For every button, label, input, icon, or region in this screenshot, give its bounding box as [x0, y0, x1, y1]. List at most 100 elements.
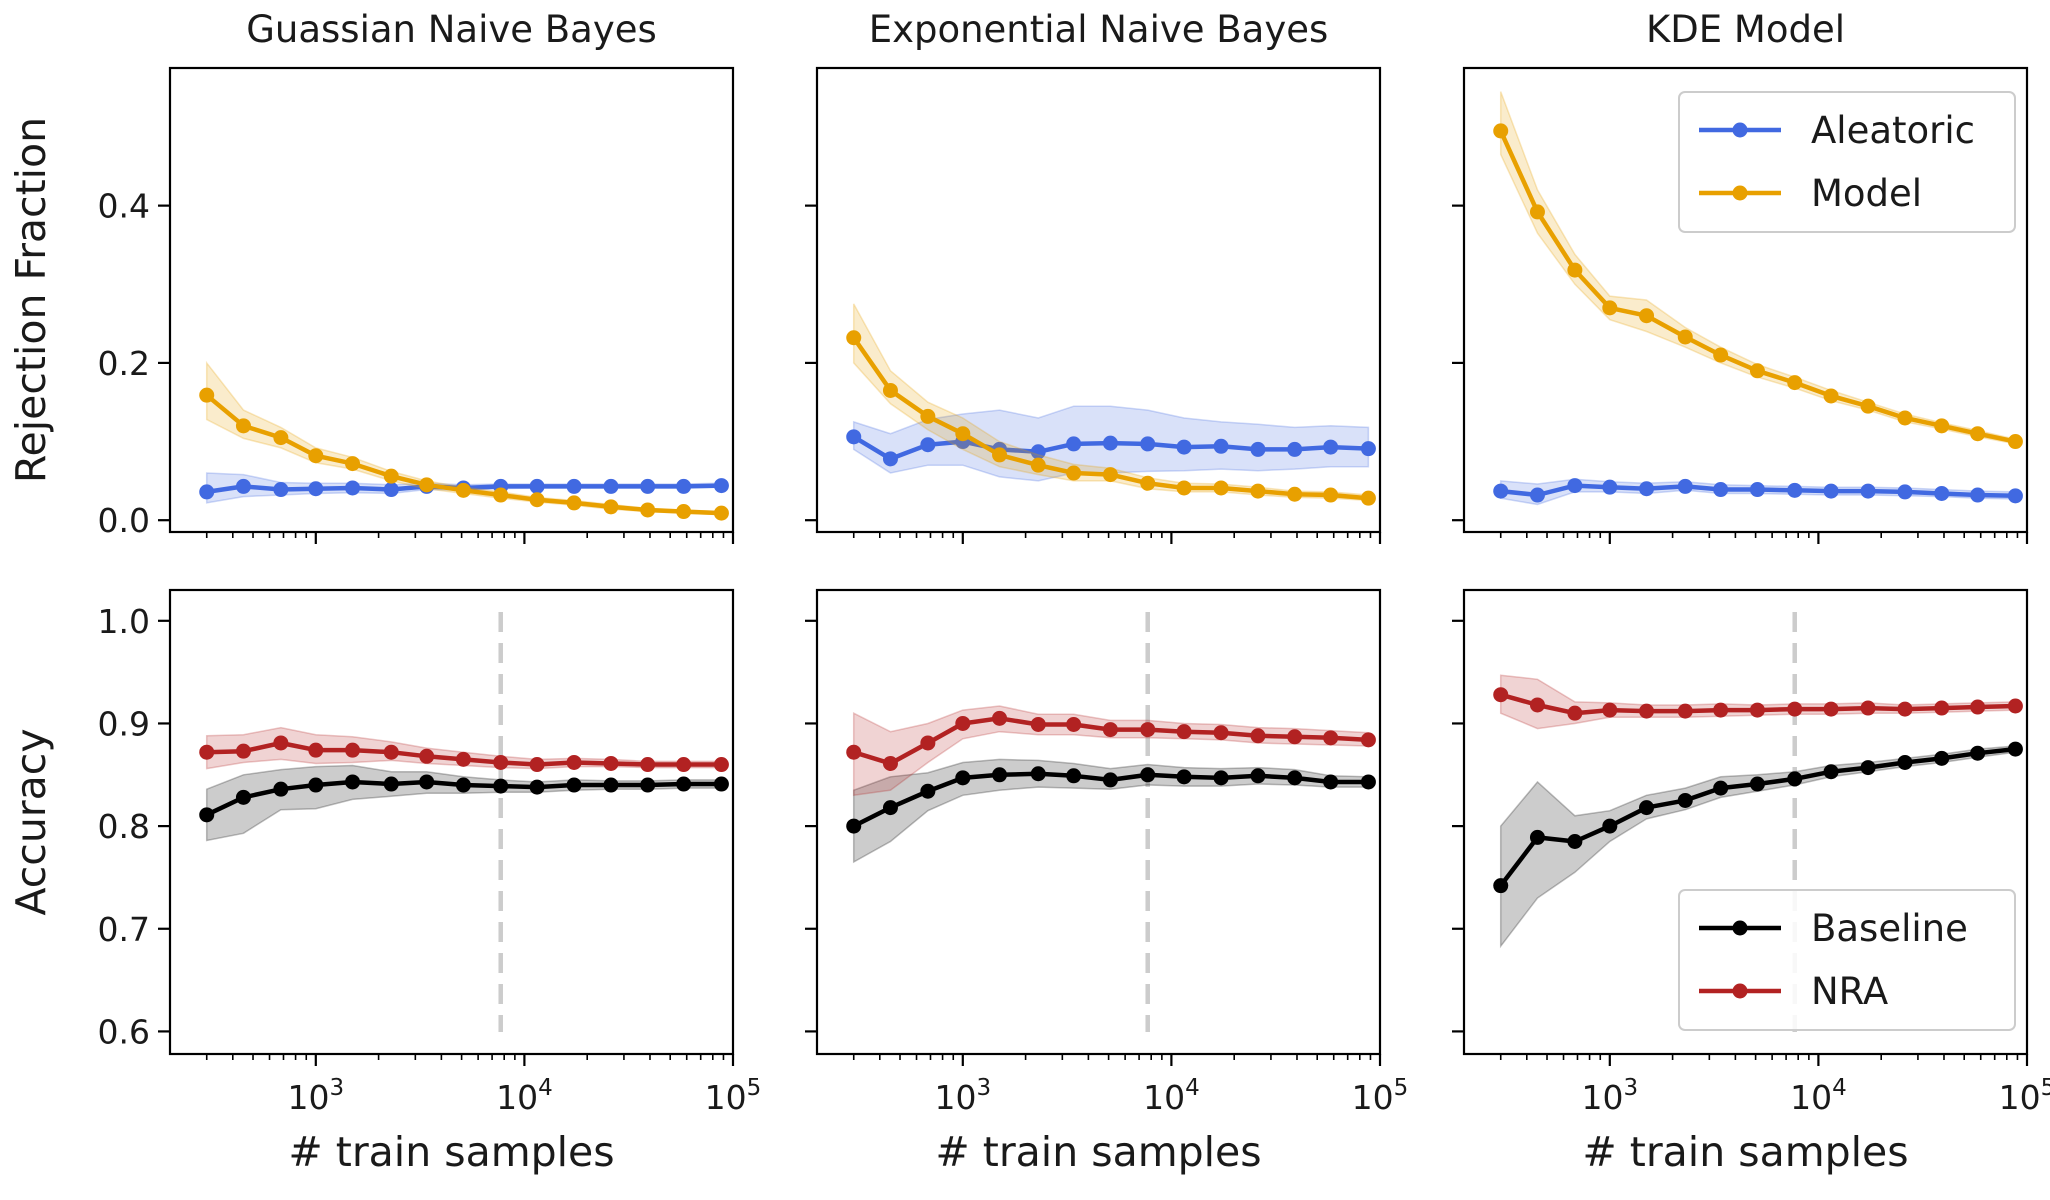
panel-1-accuracy-nra-point: [199, 744, 215, 760]
panel-2-rejection-model-point: [1066, 465, 1082, 481]
panel-1-rejection-ytick-label: 0.4: [98, 187, 150, 226]
panel-1-title: Guassian Naive Bayes: [246, 8, 657, 51]
panel-1-accuracy-baseline-point: [419, 774, 435, 790]
panel-3-accuracy-nra-point: [1860, 700, 1876, 716]
panel-2-rejection-axes: [805, 66, 1382, 544]
panel-2-accuracy-baseline-point: [955, 770, 971, 786]
panel-1-accuracy-xtick-label: 104: [496, 1075, 553, 1117]
panel-1-accuracy-nra-point: [493, 754, 509, 770]
panel-3-accuracy-baseline-point: [1567, 834, 1583, 850]
panel-1-rejection-model-point: [640, 502, 656, 518]
panel-1-accuracy-plot-area: [199, 612, 729, 1032]
panel-3-accuracy-baseline-point: [1934, 750, 1950, 766]
panel-1-accuracy-nra-point: [566, 754, 582, 770]
panel-2-accuracy-nra-point: [955, 715, 971, 731]
panel-2-rejection-model-point: [1287, 486, 1303, 502]
panel-1-rejection-aleatoric-point: [235, 478, 251, 494]
panel-1-accuracy-baseline-point: [713, 776, 729, 792]
panel-2-accuracy-axes: 103 104 105 # train samples: [805, 588, 1409, 1176]
panel-1-accuracy-xtick-label: 103: [287, 1075, 344, 1117]
panel-2-rejection-model-point: [1176, 480, 1192, 496]
panel-2-accuracy-baseline-point: [992, 767, 1008, 783]
legend-aleatoric-marker: [1732, 122, 1748, 138]
panel-1-rejection-model-point: [529, 492, 545, 508]
panel-2-accuracy-plot-area: [846, 612, 1376, 1032]
panel-2-rejection-model-point: [1140, 475, 1156, 491]
panel-2-accuracy-xtick-label: 104: [1143, 1075, 1200, 1117]
panel-3-accuracy-baseline-point: [1713, 780, 1729, 796]
panel-3-rejection-aleatoric-point: [1823, 483, 1839, 499]
panel-3-accuracy-baseline-point: [1860, 760, 1876, 776]
panel-2-rejection-aleatoric-point: [1140, 436, 1156, 452]
panel-3-accuracy-plot-area: [1493, 612, 2023, 1032]
panel-2-rejection-aleatoric-point: [1102, 435, 1118, 451]
panel-3-accuracy-baseline-point: [1823, 764, 1839, 780]
panel-1-rejection-aleatoric-point: [199, 484, 215, 500]
panel-3-accuracy-nra-point: [1713, 702, 1729, 718]
panel-3-accuracy-axes: 103 104 105 # train samples Baseline NRA: [1452, 588, 2050, 1176]
panel-1-accuracy-baseline-point: [383, 776, 399, 792]
panel-2-accuracy-nra-point: [1102, 722, 1118, 738]
panel-3-rejection-axes: Aleatoric Model: [1452, 66, 2029, 544]
panel-3-rejection-model-point: [1860, 398, 1876, 414]
panel-3-rejection-aleatoric-point: [1860, 483, 1876, 499]
legend-box: [1678, 889, 2016, 1031]
panel-2-accuracy-baseline-point: [1360, 774, 1376, 790]
panel-3-rejection-legend: Aleatoric Model: [1678, 91, 2016, 233]
panel-3-rejection-aleatoric-point: [1677, 478, 1693, 494]
panel-1-accuracy-baseline-point: [273, 781, 289, 797]
panel-2-accuracy-nra-point: [846, 744, 862, 760]
panel-3-rejection-aleatoric-point: [1493, 483, 1509, 499]
panel-1-rejection-model-point: [455, 482, 471, 498]
panel-2-accuracy-baseline-point: [1250, 768, 1266, 784]
panel-2-accuracy-nra-point: [1250, 728, 1266, 744]
panel-2-rejection-model-point: [1030, 457, 1046, 473]
panel-3-rejection-model-point: [1787, 375, 1803, 391]
panel-3-accuracy-nra-point: [1639, 703, 1655, 719]
accuracy-ylabel: Accuracy: [7, 728, 55, 915]
panel-2-rejection-model-point: [1250, 483, 1266, 499]
panel-1-rejection-model-point: [713, 505, 729, 521]
panel-3-accuracy-baseline-point: [2007, 741, 2023, 757]
panel-3-accuracy-nra-point: [1934, 700, 1950, 716]
panel-1-accuracy-nra-point: [455, 751, 471, 767]
panel-3-rejection-model-point: [1823, 388, 1839, 404]
panel-1-accuracy-nra-point: [235, 743, 251, 759]
panel-2-accuracy-baseline-point: [1102, 772, 1118, 788]
panel-3-accuracy-baseline-point: [1787, 771, 1803, 787]
panel-1-rejection-model-point: [383, 468, 399, 484]
panel-2-accuracy-baseline-point: [1030, 766, 1046, 782]
panel-1-accuracy-nra-point: [676, 757, 692, 773]
panel-1-accuracy-nra-point: [419, 748, 435, 764]
panel-3-accuracy-nra-point: [1529, 697, 1545, 713]
panel-2-accuracy-nra-point: [1213, 725, 1229, 741]
panel-2-accuracy-baseline-point: [882, 800, 898, 816]
panel-2-rejection-aleatoric-point: [846, 429, 862, 445]
panel-3-accuracy-legend: Baseline NRA: [1678, 889, 2016, 1031]
panel-1-accuracy-baseline-band: [205, 764, 723, 842]
panel-3-accuracy-nra-point: [2007, 698, 2023, 714]
panel-2-accuracy-nra-point: [1176, 724, 1192, 740]
panel-2-accuracy-xtick-label: 105: [1352, 1075, 1409, 1117]
panel-1-accuracy-nra-point: [345, 742, 361, 758]
panel-3-accuracy-baseline-point: [1897, 754, 1913, 770]
panel-2-accuracy-baseline-point: [1323, 774, 1339, 790]
panel-3-accuracy-nra-point: [1787, 701, 1803, 717]
panel-2-rejection-plot-area: [846, 303, 1376, 506]
panel-3-rejection-aleatoric-point: [1529, 487, 1545, 503]
panel-3-accuracy-baseline-point: [1970, 745, 1986, 761]
panel-2-rejection-aleatoric-point: [920, 437, 936, 453]
panel-1-accuracy-nra-point: [713, 757, 729, 773]
panel-1-rejection-model-point: [566, 495, 582, 511]
panel-2-accuracy-xtick-label: 103: [934, 1075, 991, 1117]
panel-1-accuracy-nra-point: [273, 735, 289, 751]
panel-2-rejection-aleatoric-point: [1213, 438, 1229, 454]
panel-3-accuracy-nra-point: [1567, 705, 1583, 721]
panel-1-rejection-ytick-label: 0.2: [98, 344, 150, 383]
panel-1-rejection-aleatoric-point: [383, 482, 399, 498]
legend-baseline-label: Baseline: [1811, 907, 1968, 950]
panel-3-accuracy-xtick-label: 104: [1790, 1075, 1847, 1117]
panel-1-accuracy-nra-point: [308, 742, 324, 758]
panel-1-accuracy-xtick-label: 105: [705, 1075, 762, 1117]
panel-3-rejection-plot-area: [1493, 91, 2023, 506]
